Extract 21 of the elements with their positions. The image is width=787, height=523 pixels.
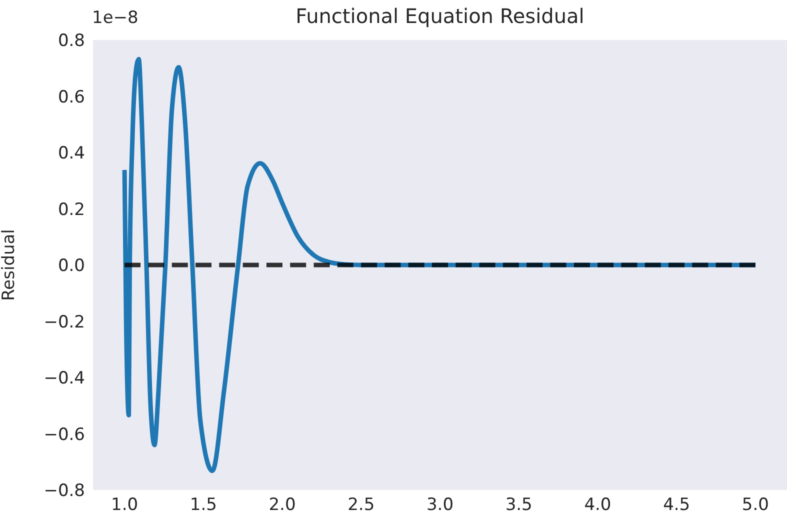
y-axis-title: Residual — [0, 229, 20, 301]
x-tick-label: 3.5 — [505, 495, 532, 516]
text: 1e−8 — [92, 8, 138, 28]
y-tick-label: 0.0 — [58, 256, 85, 276]
y-tick-label: −0.6 — [44, 424, 85, 445]
x-tick-label: 2.0 — [268, 495, 296, 516]
x-tick-label: 4.5 — [663, 495, 690, 516]
x-tick-label: 1.0 — [111, 495, 138, 516]
y-tick-label: 0.8 — [58, 31, 85, 52]
y-tick-label: 0.2 — [58, 200, 85, 220]
y-tick-label: −0.2 — [44, 312, 85, 332]
y-tick-label: 0.6 — [58, 87, 85, 108]
x-tick-label: 4.0 — [584, 495, 612, 516]
chart-title: Functional Equation Residual — [296, 4, 584, 28]
y-tick-label: −0.4 — [44, 368, 85, 389]
x-tick-label: 5.0 — [742, 495, 769, 516]
x-tick-label: 2.5 — [348, 495, 375, 516]
x-tick-label: 3.0 — [426, 495, 454, 516]
y-tick-label: −0.8 — [44, 481, 85, 502]
x-tick-label: 1.5 — [190, 495, 217, 516]
y-tick-label: 0.4 — [58, 144, 85, 164]
